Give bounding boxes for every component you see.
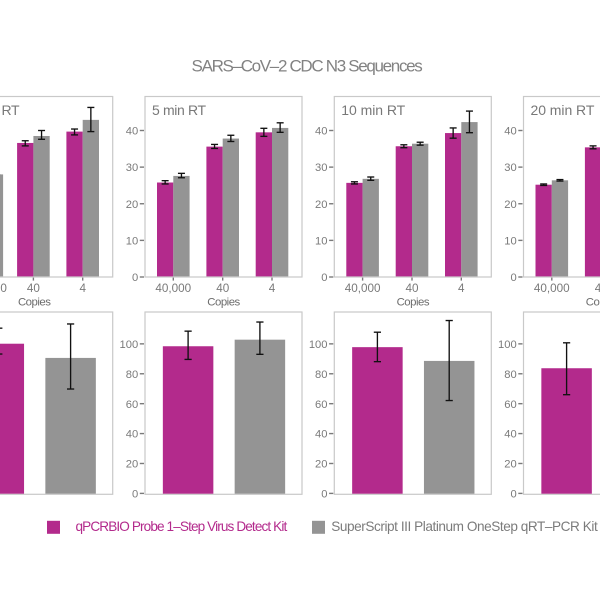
svg-text:4: 4	[269, 282, 276, 295]
svg-text:20: 20	[126, 199, 138, 211]
svg-text:40,000: 40,000	[345, 282, 381, 295]
svg-text:20: 20	[504, 459, 516, 471]
svg-text:30: 30	[315, 162, 327, 174]
svg-text:qPCRBIO Probe 1–Step Virus Det: qPCRBIO Probe 1–Step Virus Detect Kit	[76, 519, 288, 534]
svg-text:0 min RT: 0 min RT	[0, 102, 20, 118]
svg-text:Copies: Copies	[207, 297, 240, 309]
svg-text:30: 30	[504, 162, 516, 174]
svg-text:20: 20	[315, 199, 327, 211]
svg-text:60: 60	[504, 399, 516, 411]
svg-text:0: 0	[510, 272, 516, 284]
svg-text:100: 100	[309, 339, 328, 351]
svg-text:40: 40	[126, 126, 138, 138]
svg-text:10: 10	[315, 235, 327, 247]
svg-text:60: 60	[126, 399, 138, 411]
svg-text:10: 10	[126, 235, 138, 247]
svg-text:100: 100	[498, 339, 517, 351]
svg-text:4: 4	[79, 282, 86, 295]
svg-text:60: 60	[315, 399, 327, 411]
svg-text:Copies: Copies	[18, 297, 51, 309]
svg-text:40: 40	[405, 282, 419, 295]
svg-text:40: 40	[216, 282, 230, 295]
svg-text:40,000: 40,000	[155, 282, 191, 295]
svg-text:40: 40	[27, 282, 41, 295]
svg-text:40: 40	[315, 429, 327, 441]
svg-text:40: 40	[315, 126, 327, 138]
svg-text:20 min RT: 20 min RT	[531, 102, 595, 118]
svg-text:20: 20	[315, 459, 327, 471]
svg-text:Copies: Copies	[586, 297, 600, 309]
svg-text:80: 80	[126, 369, 138, 381]
svg-text:5 min RT: 5 min RT	[152, 102, 207, 118]
svg-text:40: 40	[126, 429, 138, 441]
svg-text:40: 40	[504, 429, 516, 441]
svg-text:0: 0	[132, 489, 138, 501]
svg-text:30: 30	[126, 162, 138, 174]
svg-text:40,000: 40,000	[0, 282, 7, 295]
svg-text:80: 80	[504, 369, 516, 381]
svg-text:100: 100	[120, 339, 139, 351]
svg-text:SARS–CoV–2 CDC N3 Sequences: SARS–CoV–2 CDC N3 Sequences	[192, 57, 423, 76]
svg-text:10 min RT: 10 min RT	[341, 102, 405, 118]
svg-text:40,000: 40,000	[534, 282, 570, 295]
svg-text:20: 20	[504, 199, 516, 211]
svg-text:10: 10	[504, 235, 516, 247]
svg-text:80: 80	[315, 369, 327, 381]
svg-text:40: 40	[595, 282, 600, 295]
svg-text:0: 0	[321, 489, 327, 501]
svg-text:20: 20	[126, 459, 138, 471]
svg-text:Copies: Copies	[397, 297, 430, 309]
svg-text:0: 0	[321, 272, 327, 284]
svg-text:40: 40	[504, 126, 516, 138]
svg-text:4: 4	[458, 282, 465, 295]
svg-text:0: 0	[132, 272, 138, 284]
svg-text:0: 0	[510, 489, 516, 501]
svg-text:SuperScript III Platinum OneSt: SuperScript III Platinum OneStep qRT–PCR…	[331, 519, 598, 534]
